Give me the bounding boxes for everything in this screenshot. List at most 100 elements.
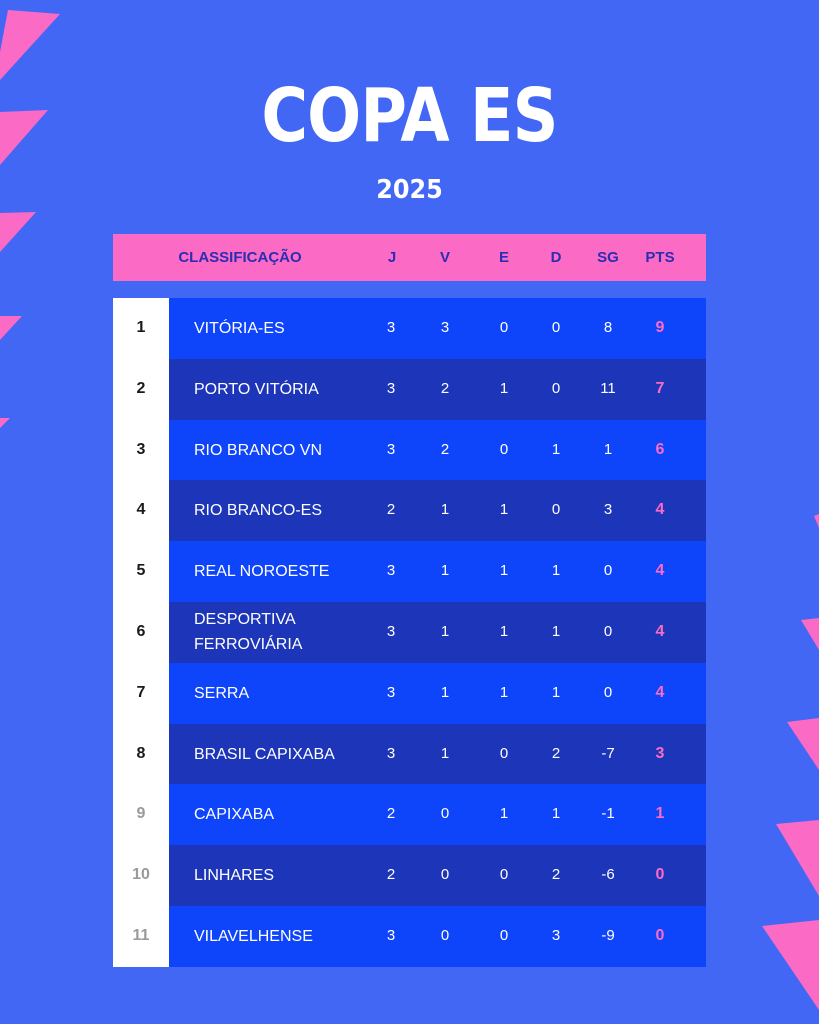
cell-d: 1 (551, 441, 561, 458)
cell-d: 1 (551, 623, 561, 640)
cell-e: 1 (499, 805, 509, 822)
cell-j: 3 (386, 319, 396, 336)
cell-e: 0 (499, 441, 509, 458)
cell-sg: 3 (603, 501, 613, 518)
cell-sg: 0 (603, 623, 613, 640)
cell-v: 1 (440, 623, 450, 640)
page-subtitle-year: 2025 (376, 175, 443, 205)
table-row: SERRA 3 1 1 1 0 4 (169, 663, 706, 724)
cell-v: 1 (440, 562, 450, 579)
cell-pts: 4 (655, 623, 665, 640)
cell-e: 1 (499, 501, 509, 518)
rank-number: 5 (136, 562, 146, 579)
stripe-left (0, 418, 10, 428)
standings-table: 1 VITÓRIA-ES 3 3 0 0 8 9 2 PORTO VITÓRIA 3 2 1 0 11 7 3 R… (113, 298, 706, 967)
header-e: E (498, 249, 509, 266)
stripe-right (787, 718, 819, 770)
team-name: REAL NOROESTE (194, 562, 330, 580)
cell-j: 3 (386, 380, 396, 397)
cell-v: 2 (440, 441, 450, 458)
team-name: VITÓRIA-ES (194, 319, 285, 337)
table-row: DESPORTIVA FERROVIÁRIA 3 1 1 1 0 4 (169, 602, 706, 663)
table-row: VILAVELHENSE 3 0 0 3 -9 0 (169, 906, 706, 967)
rank-number: 2 (136, 380, 146, 397)
cell-v: 1 (440, 501, 450, 518)
cell-sg: -7 (601, 745, 615, 762)
cell-pts: 9 (655, 319, 665, 336)
cell-v: 0 (440, 927, 450, 944)
cell-j: 3 (386, 745, 396, 762)
team-name: SERRA (194, 684, 250, 702)
cell-v: 0 (440, 866, 450, 883)
rank-number: 11 (132, 927, 150, 944)
team-name: RIO BRANCO VN (194, 441, 323, 459)
team-name: VILAVELHENSE (194, 927, 313, 945)
cell-d: 1 (551, 684, 561, 701)
cell-pts: 0 (655, 927, 665, 944)
team-name: PORTO VITÓRIA (194, 380, 319, 398)
table-row: BRASIL CAPIXABA 3 1 0 2 -7 3 (169, 724, 706, 784)
cell-d: 0 (551, 380, 561, 397)
stripe-left (0, 212, 36, 252)
cell-pts: 6 (655, 441, 665, 458)
cell-e: 1 (499, 684, 509, 701)
cell-d: 2 (551, 866, 561, 883)
cell-pts: 0 (655, 866, 665, 883)
team-name: RIO BRANCO-ES (194, 501, 323, 519)
cell-pts: 3 (655, 745, 665, 762)
stripe-left (0, 10, 60, 80)
cell-j: 3 (386, 684, 396, 701)
cell-e: 0 (499, 319, 509, 336)
cell-d: 2 (551, 745, 561, 762)
cell-v: 0 (440, 805, 450, 822)
cell-j: 3 (386, 623, 396, 640)
cell-e: 1 (499, 623, 509, 640)
table-row: LINHARES 2 0 0 2 -6 0 (169, 845, 706, 906)
header-v: V (439, 249, 450, 266)
cell-sg: 1 (603, 441, 613, 458)
cell-pts: 7 (655, 380, 665, 397)
cell-pts: 4 (655, 562, 665, 579)
table-row: VITÓRIA-ES 3 3 0 0 8 9 (169, 298, 706, 359)
stripe-right (814, 514, 819, 528)
cell-d: 0 (551, 501, 561, 518)
rank-number: 7 (136, 684, 146, 701)
cell-pts: 4 (655, 501, 665, 518)
team-name: LINHARES (194, 866, 275, 884)
cell-d: 1 (551, 562, 561, 579)
rank-number: 10 (132, 866, 150, 883)
cell-sg: 0 (603, 562, 613, 579)
cell-v: 1 (440, 684, 450, 701)
cell-e: 1 (499, 380, 509, 397)
header-classification: CLASSIFICAÇÃO (178, 249, 302, 266)
cell-j: 2 (386, 805, 396, 822)
cell-sg: 11 (600, 380, 616, 397)
rank-number: 4 (136, 501, 146, 518)
cell-sg: -1 (601, 805, 615, 822)
rank-number: 1 (136, 319, 146, 336)
stripe-right (776, 820, 819, 896)
cell-sg: -6 (601, 866, 615, 883)
cell-j: 3 (386, 927, 396, 944)
cell-v: 2 (440, 380, 450, 397)
rank-number: 8 (136, 745, 146, 762)
cell-j: 2 (386, 866, 396, 883)
cell-d: 3 (551, 927, 561, 944)
team-name: CAPIXABA (194, 805, 275, 823)
cell-j: 3 (386, 562, 396, 579)
header-pts: PTS (645, 249, 675, 266)
rank-number: 3 (136, 441, 146, 458)
stripe-left (0, 110, 48, 165)
rank-number: 6 (136, 623, 146, 640)
rank-number: 9 (136, 805, 146, 822)
cell-d: 1 (551, 805, 561, 822)
table-header: CLASSIFICAÇÃO J V E D SG PTS (113, 234, 706, 281)
header-j: J (387, 249, 397, 266)
cell-e: 1 (499, 562, 509, 579)
cell-sg: -9 (601, 927, 615, 944)
table-row: RIO BRANCO VN 3 2 0 1 1 6 (169, 420, 706, 480)
page-title: COPA ES (261, 73, 558, 159)
stripe-right (801, 618, 819, 650)
table-row: CAPIXABA 2 0 1 1 -1 1 (169, 784, 706, 845)
